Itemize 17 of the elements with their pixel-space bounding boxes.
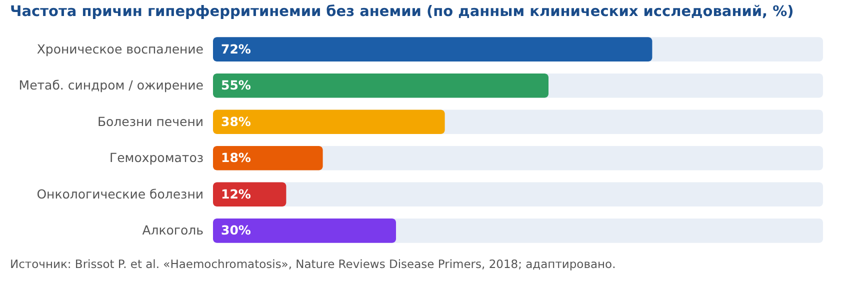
- y-tick-label: Алкоголь: [142, 222, 204, 238]
- y-tick-label: Хроническое воспаление: [36, 41, 204, 56]
- chart-title: Частота причин гиперферритинемии без анемии (по данным клинических исследований, %): [10, 4, 794, 20]
- data-label: 72%: [221, 41, 252, 56]
- bar: [213, 182, 286, 207]
- bar: [213, 218, 396, 243]
- data-label: 12%: [221, 186, 252, 202]
- y-tick-label: Онкологические болезни: [36, 186, 204, 202]
- data-label: 55%: [221, 78, 252, 93]
- bar: [213, 146, 323, 170]
- y-tick-label: Гемохроматоз: [109, 150, 204, 166]
- data-label: 38%: [221, 114, 252, 129]
- data-label: 30%: [221, 222, 252, 238]
- text: Источник: Brissot P. et al. «Haemochromatosis», Nature Reviews Disease Primers, 2018; адаптировано.: [10, 257, 616, 271]
- y-tick-label: Метаб. синдром / ожирение: [18, 78, 204, 93]
- y-tick-label: Болезни печени: [97, 114, 204, 129]
- data-label: 18%: [221, 150, 252, 166]
